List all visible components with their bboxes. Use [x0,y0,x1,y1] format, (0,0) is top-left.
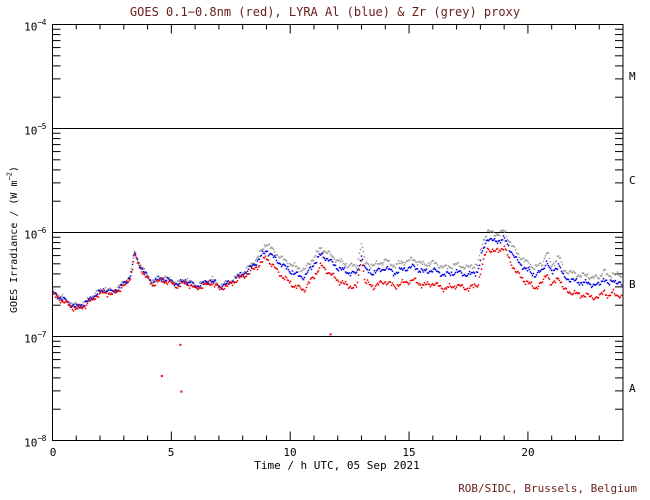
y-tick-label-1e-6: 10−6 [24,226,46,242]
flare-class-label-c: C [629,174,636,187]
x-tick-label-20: 20 [521,446,535,459]
x-tick-label-10: 10 [283,446,297,459]
x-tick-label-15: 15 [402,446,416,459]
y-axis-title: GOES Irradiance / (W m−2) [5,166,20,313]
x-tick-label-5: 5 [167,446,175,459]
y-tick-label-1e-8: 10−8 [24,434,46,450]
flare-class-label-m: M [629,70,636,83]
x-tick-label-0: 0 [49,446,57,459]
x-axis-title: Time / h UTC, 05 Sep 2021 [254,459,420,472]
flare-class-label-b: B [629,278,636,291]
footer-credit: ROB/SIDC, Brussels, Belgium [458,482,637,495]
y-tick-label-1e-4: 10−4 [24,18,46,34]
flare-class-label-a: A [629,382,636,395]
y-tick-label-1e-5: 10−5 [24,122,46,138]
chart-title: GOES 0.1−0.8nm (red), LYRA Al (blue) & Z… [129,5,521,19]
y-tick-label-1e-7: 10−7 [24,330,46,346]
